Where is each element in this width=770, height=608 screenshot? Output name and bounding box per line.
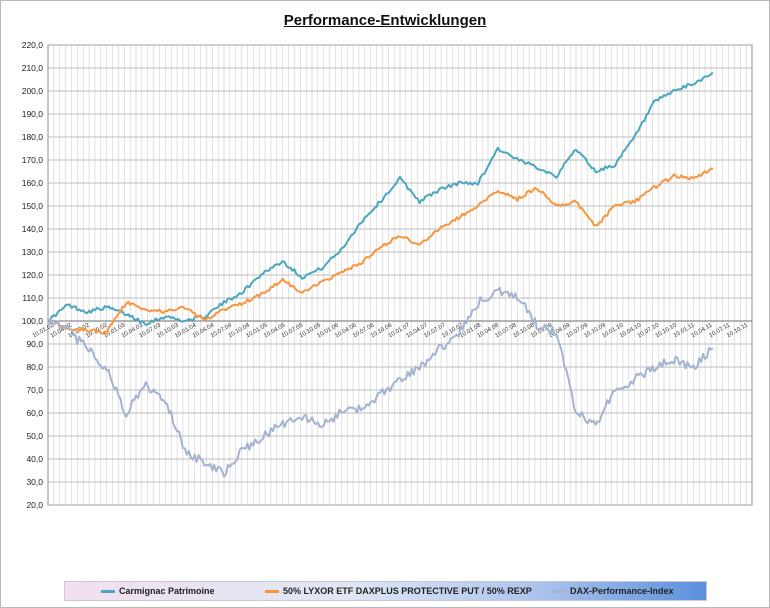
y-tick-label: 170,0 [22, 155, 44, 165]
y-tick-label: 210,0 [22, 63, 44, 73]
y-tick-label: 90,0 [26, 339, 43, 349]
y-tick-label: 130,0 [22, 247, 44, 257]
y-tick-label: 220,0 [22, 40, 44, 50]
y-tick-label: 70,0 [26, 385, 43, 395]
legend-swatch [101, 589, 115, 593]
legend-item: Carmignac Patrimoine [101, 586, 215, 596]
legend-swatch [552, 589, 566, 593]
y-tick-label: 140,0 [22, 224, 44, 234]
legend-label: 50% LYXOR ETF DAXPLUS PROTECTIVE PUT / 5… [283, 586, 532, 596]
y-tick-label: 20,0 [26, 500, 43, 510]
y-tick-label: 180,0 [22, 132, 44, 142]
legend-swatch [265, 589, 279, 593]
y-tick-label: 60,0 [26, 408, 43, 418]
y-axis: 20,0 30,0 40,0 50,0 60,0 70,0 80,0 90,0 100,0 110… [22, 40, 44, 510]
series-lines [47, 71, 714, 478]
y-tick-label: 120,0 [22, 270, 44, 280]
legend-label: DAX-Performance-Index [570, 586, 674, 596]
y-tick-label: 80,0 [26, 362, 43, 372]
y-tick-label: 150,0 [22, 201, 44, 211]
x-axis: 10.01.0210.04.0210.07.0210.10.0210.01.03… [32, 320, 752, 339]
series-line-3 [47, 286, 714, 478]
legend: Carmignac Patrimoine 50% LYXOR ETF DAXPLU… [64, 581, 707, 601]
legend-item: DAX-Performance-Index [552, 586, 674, 596]
grid-lines [47, 44, 753, 506]
series-line-2 [47, 167, 714, 335]
y-tick-label: 30,0 [26, 477, 43, 487]
y-tick-label: 100,0 [22, 316, 44, 326]
legend-label: Carmignac Patrimoine [119, 586, 215, 596]
y-tick-label: 40,0 [26, 454, 43, 464]
y-tick-label: 200,0 [22, 86, 44, 96]
series-line-1 [47, 71, 714, 326]
y-tick-label: 50,0 [26, 431, 43, 441]
y-tick-label: 190,0 [22, 109, 44, 119]
y-tick-label: 110,0 [22, 293, 43, 303]
chart-title: Performance-Entwicklungen [283, 12, 487, 29]
y-tick-label: 160,0 [22, 178, 44, 188]
legend-item: 50% LYXOR ETF DAXPLUS PROTECTIVE PUT / 5… [265, 586, 532, 596]
